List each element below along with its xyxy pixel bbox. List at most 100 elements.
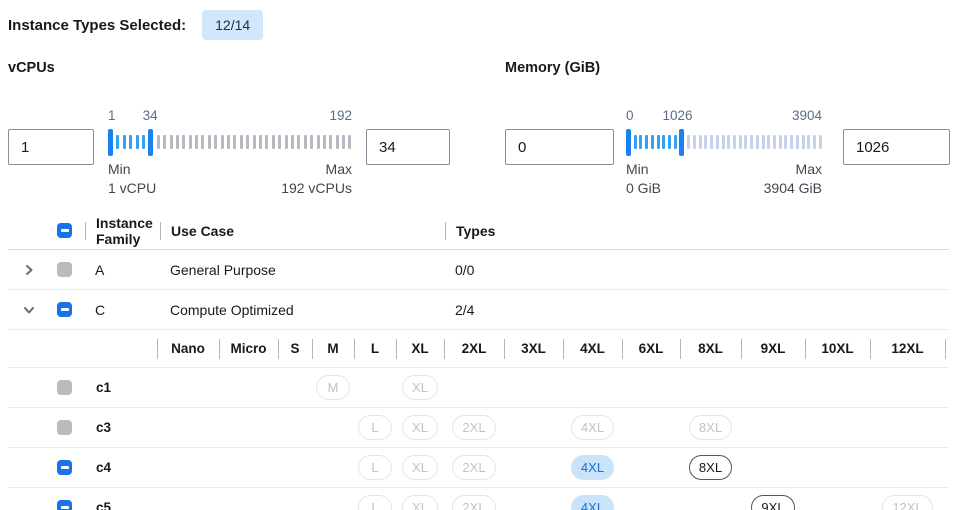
expand-chevron-icon	[26, 264, 33, 275]
slider-tick	[175, 135, 179, 149]
instance-row-c3: c3 L XL 2XL 4XL 8XL	[8, 408, 949, 448]
memory-scale-min: 0	[626, 108, 634, 123]
memory-min-caption: Min	[626, 161, 649, 177]
memory-min-caption-value: 0 GiB	[626, 180, 662, 196]
select-all-cell	[48, 212, 85, 249]
vcpu-range-slider[interactable]: 1 34 192 Min 1 vCPU Max 192 vCPUs	[108, 108, 352, 198]
vcpu-scale-current: 34	[142, 108, 158, 123]
slider-tick	[182, 135, 186, 149]
instance-checkbox-c3	[57, 420, 72, 435]
size-column-header-Micro: Micro	[219, 330, 278, 367]
slider-tick-selected	[650, 135, 654, 149]
slider-tick	[303, 135, 307, 149]
family-use-case: General Purpose	[170, 261, 276, 278]
size-column-header-12XL: 12XL	[870, 330, 945, 367]
instance-type-selector-panel: Instance Types Selected: 12/14 vCPUs 1 3…	[8, 8, 950, 510]
slider-tick	[239, 135, 243, 149]
slider-tick	[687, 135, 691, 149]
size-column-header-3XL: 3XL	[504, 330, 563, 367]
slider-handle[interactable]	[626, 128, 631, 156]
slider-tick	[755, 135, 759, 149]
vcpu-filter-title: vCPUs	[8, 60, 55, 76]
slider-tick-selected	[656, 135, 660, 149]
vcpu-slider-track[interactable]	[108, 128, 352, 156]
size-pill-c5-L: L	[358, 495, 392, 510]
instance-name: c5	[96, 500, 112, 510]
slider-tick	[710, 135, 714, 149]
table-header-row: Instance Family Use Case Types	[8, 212, 949, 250]
slider-tick	[778, 135, 782, 149]
size-pill-c5-9XL[interactable]: 9XL	[751, 495, 795, 510]
slider-tick	[784, 135, 788, 149]
size-pill-c4-8XL[interactable]: 8XL	[688, 455, 733, 480]
size-pill-c4-4XL[interactable]: 4XL	[570, 455, 615, 480]
slider-tick	[335, 135, 339, 149]
slider-tick-selected	[122, 135, 126, 149]
memory-max-caption-value: 3904 GiB	[763, 180, 822, 196]
memory-scale-max: 3904	[791, 108, 822, 123]
size-header-row: Nano Micro S M L XL 2XL 3XL 4XL 6XL 8XL 9XL 10XL 12XL	[8, 330, 949, 368]
memory-range-slider[interactable]: 0 1026 3904 Min 0 GiB Max 3904 GiB	[626, 108, 822, 198]
memory-max-input[interactable]	[843, 129, 950, 165]
selection-summary: Instance Types Selected: 12/14	[8, 8, 949, 42]
slider-tick-selected	[633, 135, 637, 149]
select-all-checkbox[interactable]	[57, 223, 72, 238]
size-pill-c4-XL: XL	[402, 455, 438, 480]
vcpu-scale-labels: 1 34 192	[108, 108, 352, 128]
instance-checkbox-c4[interactable]	[57, 460, 72, 475]
slider-tick	[156, 135, 160, 149]
slider-tick	[290, 135, 294, 149]
slider-tick	[348, 135, 352, 149]
slider-tick	[698, 135, 702, 149]
memory-slider-track[interactable]	[626, 128, 822, 156]
instance-row-c4: c4 L XL 2XL 4XL 8XL	[8, 448, 949, 488]
slider-tick	[715, 135, 719, 149]
slider-tick	[220, 135, 224, 149]
vcpu-scale-max: 192	[329, 108, 352, 123]
memory-scale-labels: 0 1026 3904	[626, 108, 822, 128]
family-checkbox-C[interactable]	[57, 302, 72, 317]
size-column-header-M: M	[312, 330, 354, 367]
slider-handle[interactable]	[148, 128, 154, 156]
size-pill-c1-XL: XL	[402, 375, 438, 400]
slider-tick	[329, 135, 333, 149]
instance-checkbox-c5[interactable]	[57, 500, 72, 510]
slider-tick	[169, 135, 173, 149]
column-header-instance-family: Instance Family	[85, 212, 160, 249]
family-expander-C[interactable]	[8, 303, 48, 317]
size-column-header-9XL: 9XL	[741, 330, 805, 367]
size-pill-c5-2XL: 2XL	[452, 495, 496, 510]
slider-tick	[744, 135, 748, 149]
slider-tick	[265, 135, 269, 149]
slider-tick	[738, 135, 742, 149]
slider-handle[interactable]	[679, 128, 685, 156]
column-header-use-case: Use Case	[160, 212, 445, 249]
vcpu-filter: vCPUs 1 34 192 Min 1 vCPU	[8, 60, 450, 198]
vcpu-min-input[interactable]	[8, 129, 94, 165]
size-pill-c5-4XL[interactable]: 4XL	[570, 495, 615, 510]
size-pill-c3-L: L	[358, 415, 392, 440]
size-pill-c3-XL: XL	[402, 415, 438, 440]
slider-tick-selected	[645, 135, 649, 149]
slider-tick-selected	[129, 135, 133, 149]
slider-handle[interactable]	[108, 128, 113, 156]
slider-tick	[201, 135, 205, 149]
vcpu-min-caption: Min	[108, 161, 131, 177]
memory-captions: Min 0 GiB Max 3904 GiB	[626, 160, 822, 198]
slider-tick	[807, 135, 811, 149]
filters-section: vCPUs 1 34 192 Min 1 vCPU	[8, 60, 950, 198]
memory-min-input[interactable]	[505, 129, 614, 165]
size-column-header-S: S	[278, 330, 312, 367]
vcpu-max-input[interactable]	[366, 129, 450, 165]
vcpu-min-caption-value: 1 vCPU	[108, 180, 157, 196]
instance-name: c3	[96, 420, 112, 435]
family-expander-A[interactable]	[8, 263, 48, 277]
slider-tick	[233, 135, 237, 149]
memory-max-caption: Max	[795, 161, 822, 177]
instance-family-table: Instance Family Use Case Types A General …	[8, 212, 949, 510]
slider-tick	[732, 135, 736, 149]
size-column-header-8XL: 8XL	[680, 330, 741, 367]
slider-tick-selected	[639, 135, 643, 149]
slider-tick	[278, 135, 282, 149]
slider-tick	[721, 135, 725, 149]
